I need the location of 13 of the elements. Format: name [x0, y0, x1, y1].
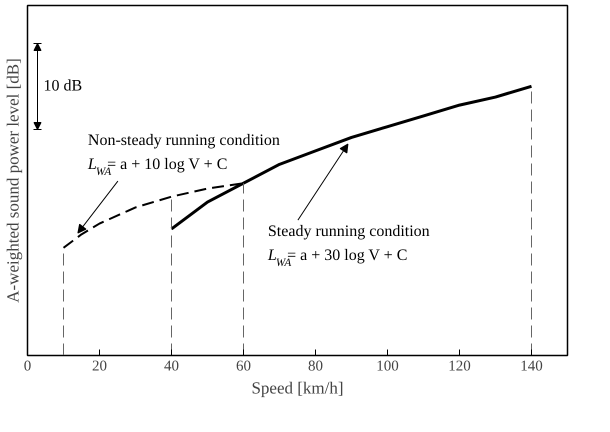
x-tick-label: 100: [376, 358, 399, 374]
x-tick-label: 60: [236, 358, 251, 374]
y-axis-title: A-weighted sound power level [dB]: [4, 58, 22, 303]
annotation: Steady running condition: [268, 223, 430, 240]
x-tick-label: 80: [308, 358, 323, 374]
x-tick-label: 40: [164, 358, 179, 374]
annotation: Non-steady running condition: [88, 132, 280, 150]
x-tick-label: 0: [24, 358, 32, 374]
x-tick-label: 20: [92, 358, 107, 374]
x-tick-label: 120: [448, 358, 471, 374]
annotation: 10 dB: [44, 78, 82, 94]
x-tick-label: 140: [520, 358, 543, 374]
x-axis-title: Speed [km/h]: [251, 378, 344, 398]
